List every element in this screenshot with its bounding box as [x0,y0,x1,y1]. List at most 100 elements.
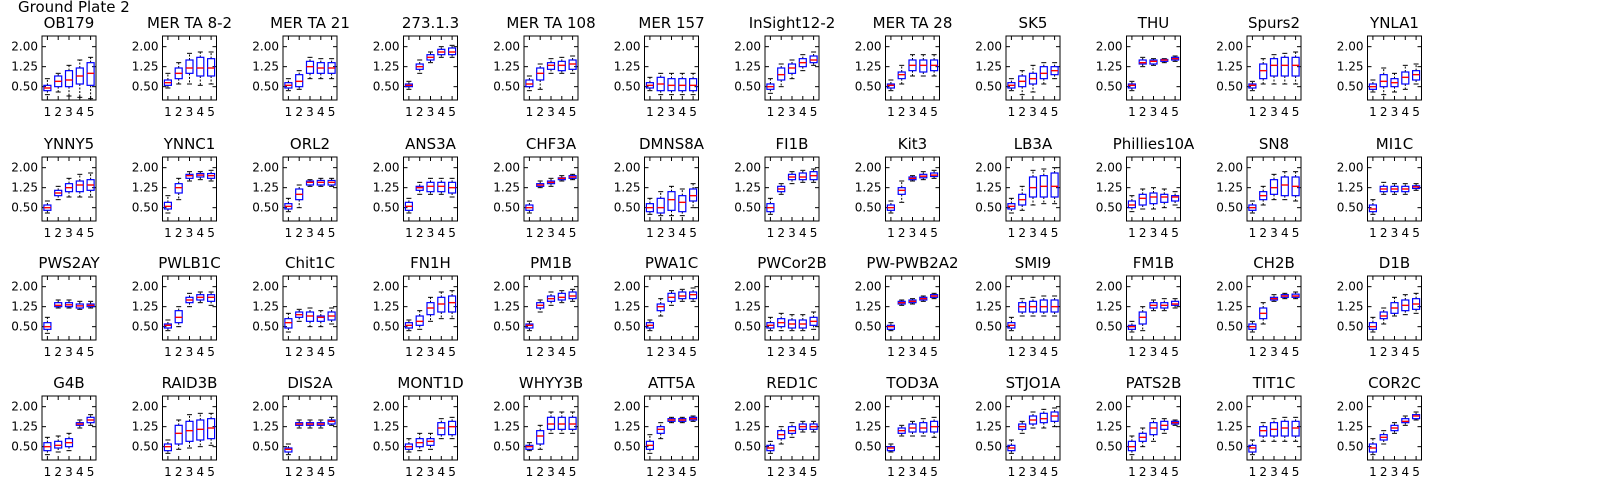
box-2 [536,180,545,189]
box-1 [525,320,534,332]
panel-title: CHF3A [526,135,577,153]
box-5 [447,177,457,198]
x-tick-label: 3 [547,345,555,359]
box-2 [1259,422,1268,442]
x-tick-label: 5 [1292,465,1300,479]
box-4 [196,51,205,86]
x-tick-label: 2 [295,465,303,479]
panel-title: YNNY5 [43,135,94,153]
x-tick-label: 4 [317,465,325,479]
y-tick-label: 2.00 [11,280,38,294]
x-tick-label: 4 [76,465,84,479]
x-tick-label: 3 [788,465,796,479]
panel-44: STJO1A 0.50 1.25 2.00 1 2 3 4 5 [975,374,1061,479]
box-5 [1170,191,1180,206]
y-tick-label: 0.50 [1096,320,1123,334]
panel-11: YNLA1 0.50 1.25 2.00 1 2 3 4 5 [1337,14,1422,119]
panel-30: PWCor2B 0.50 1.25 2.00 1 2 3 4 5 [734,254,826,359]
panel-43: TOD3A 0.50 1.25 2.00 1 2 3 4 5 [855,374,940,479]
plot-frame [1367,35,1422,101]
box-3 [1269,418,1279,442]
box-5 [1050,62,1059,80]
box-1 [766,78,775,94]
y-tick-label: 0.50 [614,440,641,454]
x-tick-label: 5 [448,105,456,119]
box-iqr [1050,172,1059,198]
x-tick-label: 5 [1171,226,1179,240]
y-tick-label: 2.00 [132,161,159,175]
x-tick-label: 5 [689,465,697,479]
box-5 [327,177,336,187]
box-3 [305,419,315,429]
y-tick-label: 1.25 [493,181,520,195]
x-tick-label: 3 [1029,345,1037,359]
x-tick-label: 5 [328,105,336,119]
y-tick-label: 0.50 [493,440,520,454]
x-tick-label: 5 [1171,345,1179,359]
x-tick-label: 2 [175,465,183,479]
x-tick-label: 1 [646,465,654,479]
y-tick-label: 1.25 [252,181,279,195]
panel-31: PW-PWB2A2 0.50 1.25 2.00 1 2 3 4 5 [855,254,959,359]
x-tick-label: 1 [44,345,52,359]
plot-frame [1367,395,1422,461]
x-tick-label: 1 [44,465,52,479]
panel-title: PATS2B [1126,374,1182,392]
y-tick-label: 1.25 [975,300,1002,314]
x-tick-label: 3 [306,226,314,240]
box-3 [305,307,315,328]
box-2 [656,422,665,440]
y-tick-label: 0.50 [1096,201,1123,215]
x-tick-label: 5 [569,345,577,359]
panel-34: CH2B 0.50 1.25 2.00 1 2 3 4 5 [1216,254,1302,359]
plot-frame [1246,156,1302,222]
box-2 [1018,185,1027,211]
panel-25: PWLB1C 0.50 1.25 2.00 1 2 3 4 5 [132,254,221,359]
panel-8: SK5 0.50 1.25 2.00 1 2 3 4 5 [975,14,1061,119]
panel-title: WHYY3B [519,374,583,392]
x-tick-label: 1 [646,105,654,119]
x-tick-label: 4 [437,226,445,240]
panel-title: RAID3B [162,374,218,392]
x-tick-label: 3 [1270,105,1278,119]
x-tick-label: 5 [689,226,697,240]
x-tick-label: 2 [536,345,544,359]
box-3 [426,296,435,322]
box-1 [1248,200,1257,214]
x-tick-label: 4 [678,105,686,119]
panel-16: CHF3A 0.50 1.25 2.00 1 2 3 4 5 [493,135,579,240]
x-tick-label: 1 [767,105,775,119]
x-tick-label: 5 [930,345,938,359]
x-tick-label: 3 [186,105,194,119]
y-tick-label: 0.50 [975,80,1002,94]
x-tick-label: 1 [767,226,775,240]
box-5 [206,169,216,182]
y-tick-label: 0.50 [132,201,159,215]
plot-frame [885,156,940,222]
x-tick-label: 2 [295,226,303,240]
panel-26: Chit1C 0.50 1.25 2.00 1 2 3 4 5 [252,254,338,359]
x-tick-label: 5 [810,105,818,119]
x-tick-label: 1 [1249,345,1257,359]
y-tick-label: 1.25 [734,420,761,434]
box-3 [546,58,556,74]
x-tick-label: 2 [1018,105,1026,119]
box-3 [185,171,194,182]
x-tick-label: 4 [1160,465,1168,479]
x-tick-label: 5 [1412,345,1420,359]
box-2 [174,62,183,85]
panel-title: MER 157 [638,14,704,32]
panel-title: TOD3A [885,374,939,392]
y-tick-label: 2.00 [11,400,38,414]
panel-title: Spurs2 [1248,14,1300,32]
box-1 [1127,80,1136,92]
x-tick-label: 2 [416,345,424,359]
y-tick-label: 0.50 [252,80,279,94]
box-2 [897,424,906,437]
y-tick-label: 2.00 [1337,400,1364,414]
y-tick-label: 0.50 [975,320,1002,334]
box-4 [798,54,807,72]
box-1 [766,440,775,454]
box-3 [185,292,194,308]
